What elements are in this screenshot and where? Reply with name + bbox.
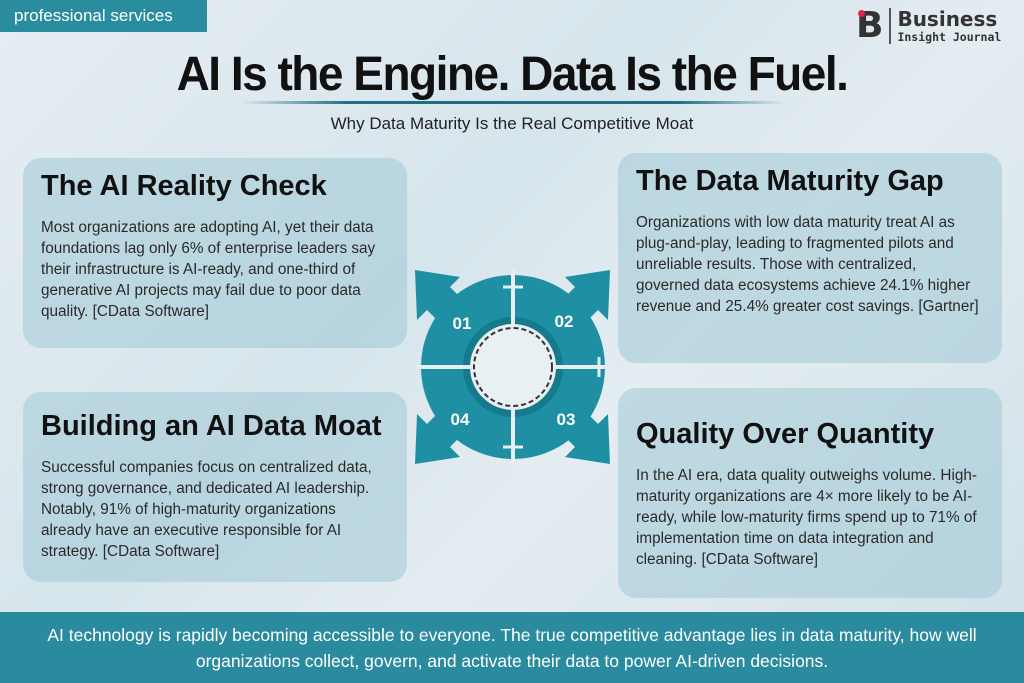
logo-line1: Business (897, 7, 998, 31)
step-label-02: 02 (555, 312, 574, 331)
card-data-maturity-gap: The Data Maturity Gap Organizations with… (618, 153, 1002, 363)
page-title: AI Is the Engine. Data Is the Fuel. (176, 45, 849, 101)
category-tag[interactable]: professional services (0, 0, 207, 32)
card-quality-over-quantity: Quality Over Quantity In the AI era, dat… (618, 388, 1002, 598)
card-ai-reality-check: The AI Reality Check Most organizations … (23, 158, 407, 348)
arrow-04 (415, 409, 465, 464)
arrow-02 (560, 270, 610, 325)
card-body: In the AI era, data quality outweighs vo… (636, 467, 977, 568)
step-label-04: 04 (451, 410, 470, 429)
card-title: Quality Over Quantity (636, 418, 935, 450)
card-title: The Data Maturity Gap (636, 165, 944, 197)
arrow-01 (415, 270, 465, 325)
footer-banner: AI technology is rapidly becoming access… (0, 612, 1024, 683)
subtitle: Why Data Maturity Is the Real Competitiv… (330, 114, 694, 133)
logo-line2: Insight Journal (897, 30, 1002, 44)
step-label-01: 01 (453, 314, 472, 333)
card-body: Successful companies focus on centralize… (41, 459, 372, 560)
title-divider (240, 101, 785, 104)
card-ai-data-moat: Building an AI Data Moat Successful comp… (23, 392, 407, 582)
step-label-03: 03 (557, 410, 576, 429)
four-step-diagram: 01 02 03 04 (415, 270, 611, 465)
arrow-03 (560, 409, 610, 464)
card-title: Building an AI Data Moat (41, 410, 382, 442)
logo-mark: B (856, 5, 884, 46)
card-title: The AI Reality Check (41, 170, 327, 202)
logo: B Business Insight Journal (856, 8, 1001, 44)
card-body: Most organizations are adopting AI, yet … (41, 219, 376, 320)
card-body: Organizations with low data maturity tre… (636, 214, 979, 315)
